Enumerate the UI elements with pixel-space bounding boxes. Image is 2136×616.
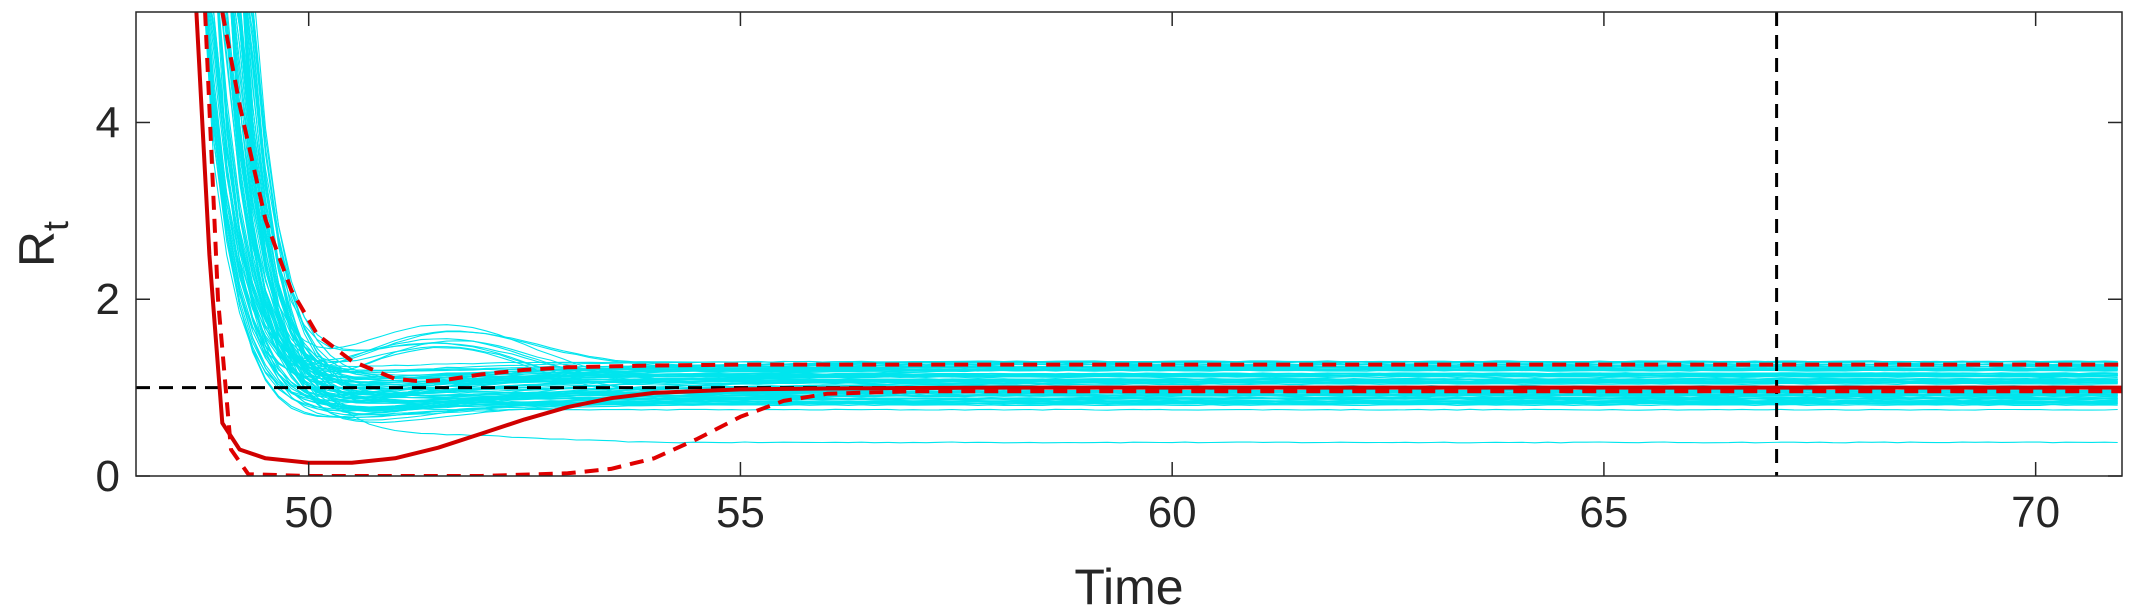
ensemble-line <box>233 12 2118 396</box>
x-tick-label: 60 <box>1148 488 1197 537</box>
ensemble-line <box>231 12 2118 384</box>
ensemble-line <box>204 12 2118 419</box>
y-axis-label-sub: t <box>35 221 76 231</box>
x-tick-label: 50 <box>284 488 333 537</box>
ensemble-line <box>230 12 2118 410</box>
ensemble-line <box>237 12 2118 396</box>
ensemble-line <box>204 12 2118 397</box>
ensemble-line <box>205 12 2118 383</box>
ensemble-line <box>205 12 2118 398</box>
median-line <box>194 12 2122 465</box>
y-axis-label-main: R <box>9 231 65 267</box>
ensemble-line <box>218 12 2118 385</box>
ensemble-line <box>250 12 2118 379</box>
ensemble-line <box>218 12 2118 386</box>
upper-bound-line <box>220 12 2122 384</box>
ensemble-line <box>231 12 2118 416</box>
ensemble-line <box>246 12 2118 385</box>
ensemble-line <box>232 12 2118 395</box>
ensemble-line <box>210 12 2118 405</box>
ensemble-line <box>206 12 2118 368</box>
ensemble-line <box>230 12 2118 399</box>
ensemble-line <box>212 12 2118 383</box>
ensemble-line <box>246 12 2118 403</box>
series-lines <box>194 12 2122 476</box>
ensemble-line <box>244 12 2118 395</box>
ensemble-line <box>240 12 2118 386</box>
ensemble-line <box>204 12 2118 381</box>
ensemble-line <box>210 12 2118 402</box>
ensemble-line <box>230 12 2118 399</box>
y-tick-label: 4 <box>96 98 120 147</box>
x-axis-label: Time <box>1074 559 1183 615</box>
ensemble-line <box>238 12 2118 395</box>
ensemble-line <box>250 12 2118 400</box>
ensemble-line <box>222 12 2118 405</box>
ensemble-line <box>224 12 2118 371</box>
ensemble-line <box>217 12 2118 416</box>
ensemble-line <box>207 12 2118 374</box>
ensemble-line <box>204 12 2118 401</box>
ensemble-line <box>223 12 2118 396</box>
ensemble-line <box>234 12 2118 404</box>
ensemble-line <box>230 12 2118 404</box>
ensemble-line <box>236 12 2118 379</box>
ensemble-line <box>218 12 2118 383</box>
ensemble-line <box>236 12 2118 412</box>
ensemble-line <box>230 12 2118 379</box>
x-tick-label: 55 <box>716 488 765 537</box>
ensemble-line <box>211 12 2118 373</box>
ensemble-line <box>213 12 2118 397</box>
ensemble-line <box>252 12 2118 380</box>
ensemble-line <box>208 12 2118 372</box>
ensemble-line <box>205 12 2118 378</box>
ensemble-line <box>205 12 2118 418</box>
lower-bound-line <box>203 12 2122 476</box>
ensemble-line <box>254 12 2118 397</box>
axis-ticks: 50 55 60 65 70 0 2 4 <box>96 12 2122 537</box>
ensemble-line <box>243 12 2118 415</box>
ensemble-line <box>206 12 2118 400</box>
ensemble-line <box>218 12 2118 412</box>
ensemble-line <box>217 12 2118 408</box>
ensemble-line <box>243 12 2118 424</box>
ensemble-line <box>217 12 2118 418</box>
x-tick-label: 70 <box>2011 488 2060 537</box>
ensemble-line <box>234 12 2118 380</box>
ensemble-line <box>246 12 2118 402</box>
ensemble-line <box>248 12 2118 404</box>
ensemble-line <box>206 12 2118 405</box>
ensemble-line <box>205 12 2118 411</box>
ensemble-line <box>226 12 2118 376</box>
ensemble-line <box>209 12 2118 394</box>
ensemble-line <box>239 12 2118 382</box>
ensemble-line <box>236 12 2118 367</box>
ensemble-line <box>205 12 2118 412</box>
ensemble-line <box>252 12 2118 391</box>
ensemble-line <box>221 12 2118 394</box>
plot-frame <box>135 11 2123 477</box>
ensemble-line <box>230 12 2118 402</box>
y-tick-label: 2 <box>96 275 120 324</box>
ensemble-line <box>230 12 2118 390</box>
ensemble-line <box>240 12 2118 400</box>
ensemble-line <box>246 12 2118 390</box>
ensemble-line <box>244 12 2118 380</box>
y-tick-label: 0 <box>96 452 120 501</box>
ensemble-line <box>217 12 2118 369</box>
ensemble-line <box>243 12 2118 421</box>
ensemble-line <box>245 12 2118 391</box>
x-tick-label: 65 <box>1579 488 1628 537</box>
ensemble-line <box>252 12 2118 444</box>
ensemble-line <box>218 12 2118 399</box>
ensemble-line <box>220 12 2118 384</box>
ensemble-line <box>225 12 2118 405</box>
ensemble-line <box>243 12 2118 411</box>
y-axis-label: Rt <box>9 221 76 267</box>
ensemble-line <box>242 12 2118 400</box>
ensemble-line <box>243 12 2118 396</box>
